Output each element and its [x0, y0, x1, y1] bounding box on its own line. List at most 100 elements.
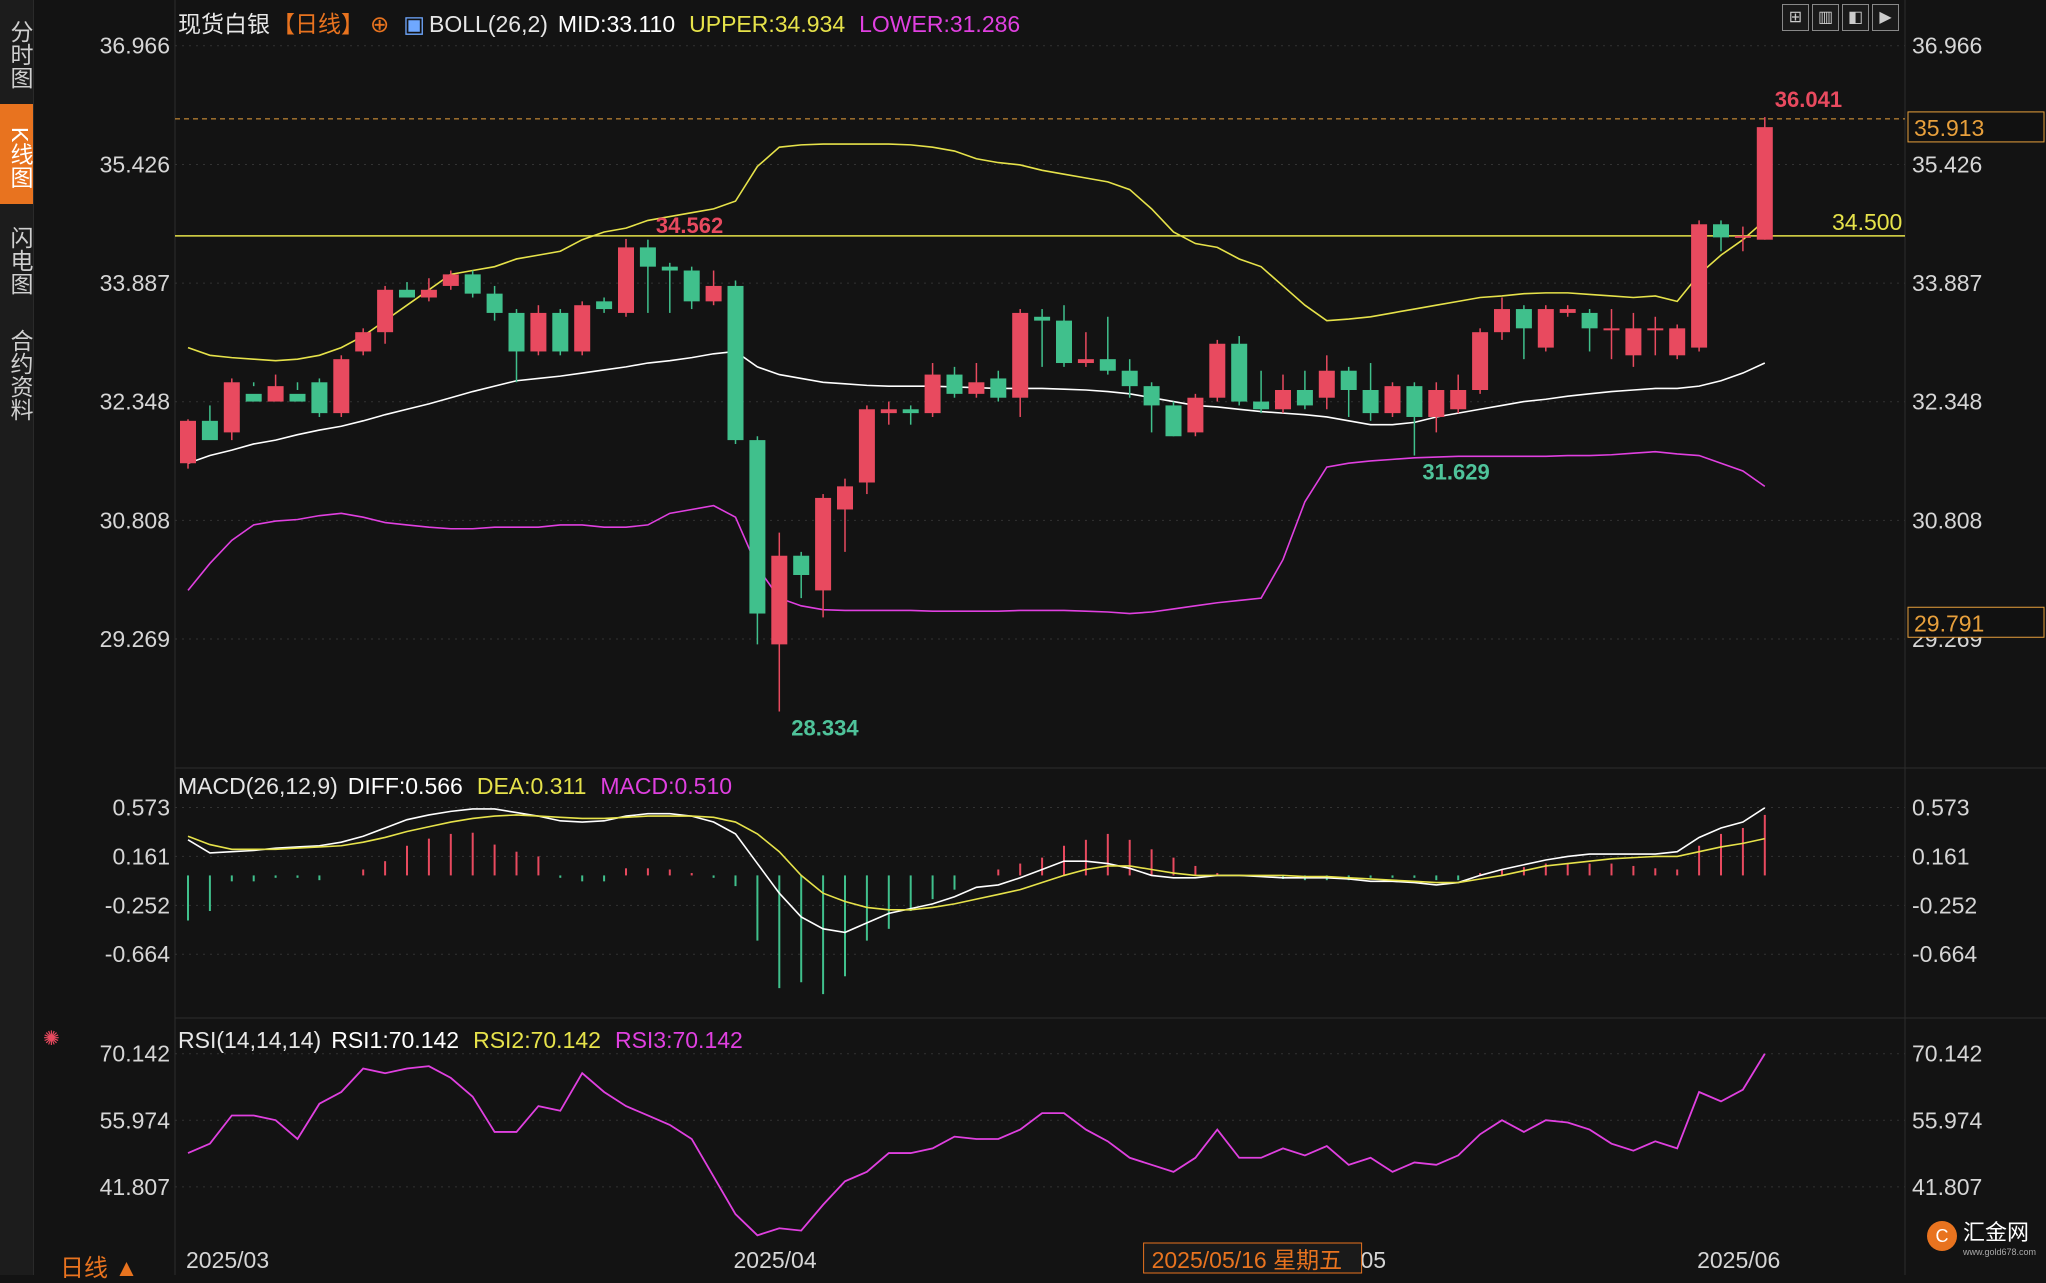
- candle-body: [749, 440, 766, 614]
- boll-mid-value: MID:33.110: [557, 11, 676, 37]
- macd-dea-value: DEA:0.311: [476, 773, 587, 799]
- candle: [1384, 382, 1401, 417]
- candle: [1537, 305, 1554, 352]
- timeframe-selector[interactable]: 日线 ▲: [60, 1255, 139, 1282]
- indicator-icon[interactable]: ▣: [403, 11, 426, 37]
- sidebar: 分时图 K线图 闪电图 合约资料: [0, 0, 34, 1275]
- price-tick-right: 30.808: [1912, 507, 1982, 533]
- macd-tick-right: -0.664: [1912, 941, 1977, 967]
- local-low-label: 31.629: [1422, 460, 1489, 485]
- candle: [1165, 401, 1182, 437]
- candle-body: [530, 312, 547, 352]
- macd-tick-left: 0.573: [112, 794, 170, 820]
- candle-body: [683, 270, 700, 302]
- candle: [289, 382, 306, 402]
- sidebar-tab-contract-info[interactable]: 合约资料: [7, 329, 33, 421]
- candle-body: [1537, 309, 1554, 348]
- macd-tick-right: 0.161: [1912, 843, 1970, 869]
- candle-body: [990, 378, 1007, 398]
- candle-body: [1494, 309, 1510, 333]
- candle: [201, 405, 218, 441]
- candle-body: [1713, 224, 1729, 238]
- candle-body: [1625, 328, 1642, 356]
- candle-body: [596, 301, 613, 310]
- boll-upper-value: UPPER:34.934: [689, 11, 846, 37]
- price-labels: 34.500 36.041 34.562 28.334 31.629 35.913 29.7…: [656, 87, 2045, 740]
- candle-body: [1275, 390, 1291, 410]
- candle-body: [880, 409, 897, 414]
- candle-body: [289, 393, 306, 402]
- macd-tick-left: -0.664: [105, 941, 170, 967]
- price-tick-left: 29.269: [100, 626, 170, 652]
- date-label: 2025/04: [734, 1247, 817, 1273]
- candle-body: [1734, 235, 1751, 238]
- candle: [1581, 309, 1598, 352]
- candle-body: [1187, 397, 1204, 433]
- candle-body: [727, 285, 744, 441]
- candle: [946, 366, 963, 398]
- sidebar-tab-flash[interactable]: 闪电图: [7, 225, 33, 295]
- crosshair-icon[interactable]: ⊞: [1782, 4, 1809, 31]
- instrument-name: 现货白银: [178, 11, 270, 37]
- current-price-box: [1907, 111, 2045, 143]
- candle: [771, 532, 788, 712]
- rsi1-value: RSI1:70.142: [331, 1027, 460, 1053]
- candle-body: [1669, 328, 1686, 356]
- candle: [990, 370, 1007, 402]
- candle-body: [420, 289, 437, 298]
- candle-body: [1165, 405, 1182, 437]
- candle-body: [1012, 312, 1029, 398]
- candle-body: [1077, 359, 1094, 364]
- candle-body: [1143, 386, 1160, 406]
- rsi-tick-right: 55.974: [1912, 1107, 1983, 1133]
- candle-body: [705, 285, 722, 302]
- candle: [1691, 220, 1708, 352]
- rsi-panel: [187, 1053, 1766, 1237]
- candle: [1121, 359, 1138, 398]
- sidebar-tab-kline[interactable]: K线图: [0, 104, 33, 204]
- candle: [1318, 355, 1335, 410]
- boll-lower-line: [187, 450, 1766, 615]
- price-tick-left: 30.808: [100, 507, 170, 533]
- boll-legend: 现货白银【日线】 ⊕ ▣ BOLL(26,2) MID:33.110 UPPER:34.9…: [178, 5, 1034, 39]
- price-tick-left: 36.966: [100, 33, 170, 59]
- candle: [1099, 316, 1116, 375]
- candle-body: [618, 247, 634, 313]
- candle-body: [1099, 359, 1116, 371]
- settings-icon[interactable]: ⊕: [370, 11, 390, 37]
- candle: [245, 382, 262, 402]
- macd-legend: MACD(26,12,9) DIFF:0.566 DEA:0.311 MACD:0.5…: [178, 773, 746, 800]
- candle-body: [464, 274, 481, 294]
- bar-chart-icon[interactable]: ▥: [1812, 4, 1839, 31]
- candle: [420, 278, 437, 302]
- candle-body: [223, 382, 240, 433]
- candle: [1231, 336, 1248, 406]
- macd-dea-line: [187, 814, 1765, 911]
- candle: [464, 270, 481, 298]
- rsi-legend: RSI(14,14,14) RSI1:70.142 RSI2:70.142 RSI3:…: [178, 1027, 757, 1054]
- candle: [618, 238, 634, 317]
- candle: [924, 363, 941, 417]
- candle: [1450, 374, 1467, 414]
- play-icon[interactable]: ▶: [1872, 4, 1899, 31]
- candle-body: [1340, 370, 1357, 390]
- candle-chart-icon[interactable]: ◧: [1842, 4, 1869, 31]
- candle-body: [1406, 386, 1423, 417]
- candle-body: [1603, 328, 1620, 331]
- candle: [530, 305, 547, 356]
- candle: [267, 374, 284, 402]
- candle-body: [815, 497, 832, 591]
- rsi-settings-icon[interactable]: ✺: [43, 1028, 60, 1050]
- candle-body: [1253, 401, 1270, 410]
- candle: [749, 436, 766, 645]
- grid-layer: [174, 0, 2046, 1275]
- rsi-tick-left: 55.974: [100, 1107, 171, 1133]
- macd-tick-right: -0.252: [1912, 892, 1977, 918]
- candle-body: [902, 409, 919, 414]
- sidebar-tab-timeshare[interactable]: 分时图: [7, 19, 33, 89]
- candle-body: [946, 374, 963, 394]
- candle-body: [180, 420, 196, 464]
- candle: [1143, 382, 1160, 433]
- crosshair-date-box: [1143, 1242, 1363, 1274]
